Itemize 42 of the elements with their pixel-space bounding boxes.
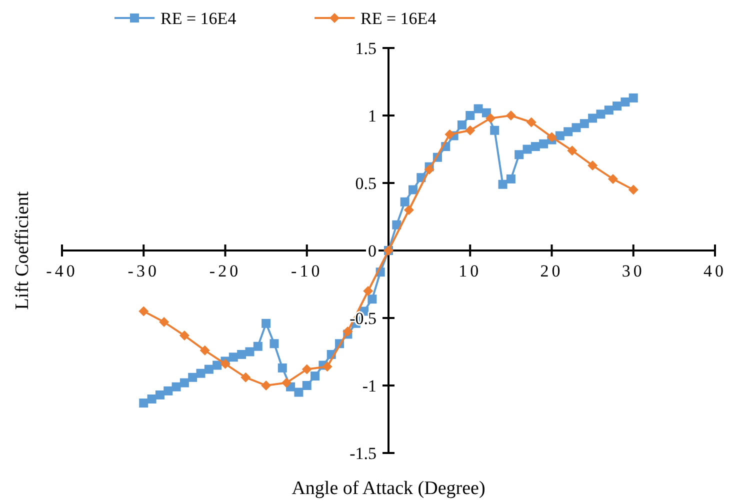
point — [179, 330, 190, 341]
point — [200, 345, 210, 356]
point — [404, 205, 414, 215]
y-tick-label: 1.5 — [355, 39, 376, 58]
x-tick-label: 20 — [540, 262, 564, 280]
point — [240, 372, 251, 382]
point — [281, 378, 292, 388]
y-tick-label: 0.5 — [355, 174, 376, 193]
point — [302, 364, 312, 374]
point — [546, 132, 557, 142]
x-tick-label: -40 — [46, 262, 78, 280]
point — [588, 160, 598, 170]
point — [486, 113, 496, 124]
x-tick-label: -10 — [291, 262, 323, 280]
point — [159, 317, 170, 328]
y-tick-label: 1 — [368, 106, 376, 126]
point — [465, 125, 476, 136]
point — [342, 326, 353, 336]
y-tick-label: -1.5 — [350, 444, 376, 463]
point — [220, 358, 230, 369]
y-tick-label: -1 — [362, 376, 376, 396]
point — [322, 362, 332, 372]
x-axis-title: Angle of Attack (Degree) — [292, 478, 486, 499]
point — [567, 146, 578, 156]
point — [424, 164, 434, 174]
point — [628, 184, 638, 195]
point — [506, 110, 516, 120]
x-tick-label: -30 — [128, 262, 160, 280]
point — [363, 286, 374, 296]
y-axis-title: Lift Coefficient — [12, 190, 33, 310]
x-tick-label: 40 — [704, 262, 726, 280]
point — [526, 117, 536, 128]
y-tick-label: 0 — [368, 242, 376, 260]
point — [608, 174, 618, 184]
x-tick-label: 10 — [458, 262, 482, 280]
point — [138, 306, 149, 316]
point — [444, 129, 455, 140]
x-tick-label: -20 — [209, 262, 242, 280]
x-tick-label: 30 — [622, 262, 645, 280]
legend-label: RE = 16E4 — [360, 9, 437, 28]
legend-label: RE = 16E4 — [160, 9, 237, 28]
point — [261, 380, 272, 390]
